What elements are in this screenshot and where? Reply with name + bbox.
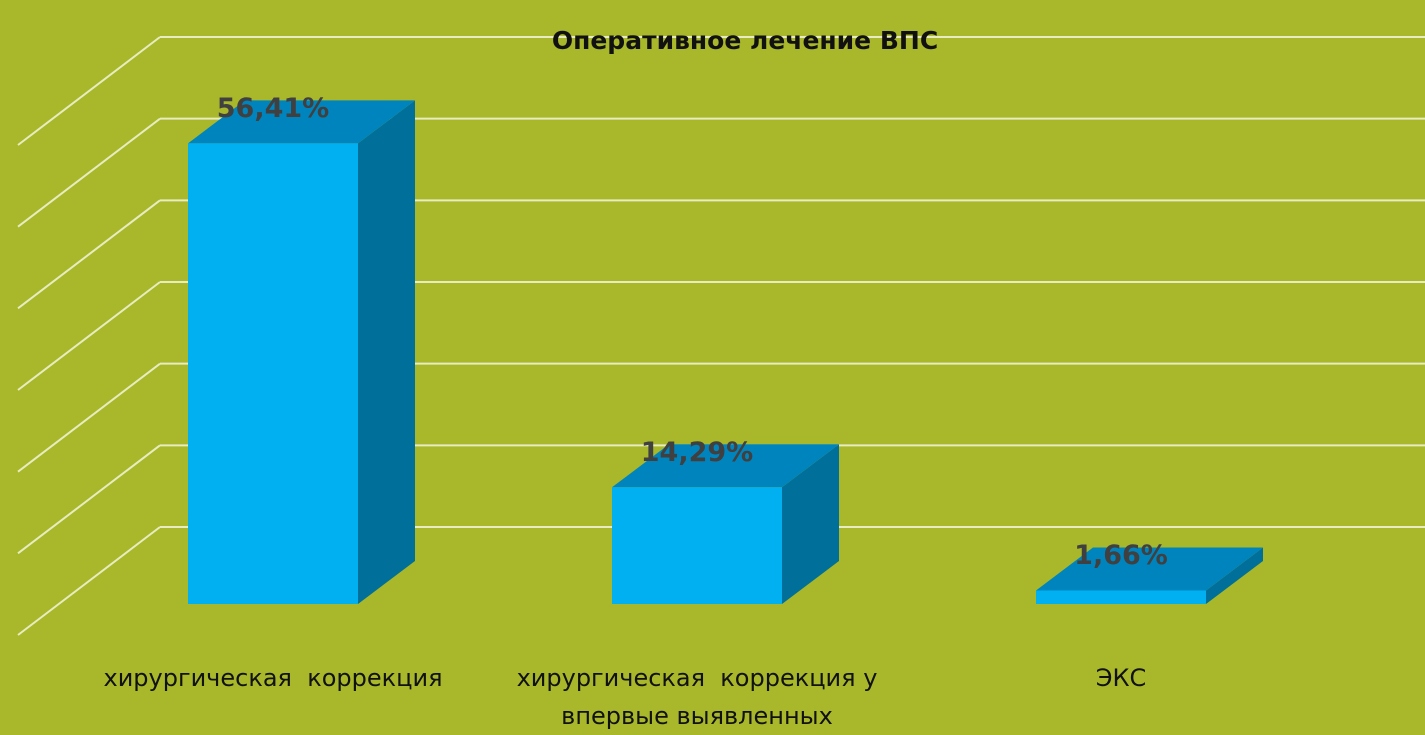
bar xyxy=(1036,590,1206,604)
grid-line-side xyxy=(17,281,161,391)
x-tick-label: ЭКС xyxy=(1095,664,1147,692)
x-tick-label: хирургическая коррекция xyxy=(103,664,443,692)
bar-side xyxy=(1206,547,1263,604)
grid-line-side xyxy=(17,36,161,146)
bar xyxy=(612,487,782,604)
bar xyxy=(188,143,358,604)
bar-top xyxy=(612,444,839,488)
bar-side xyxy=(782,444,839,604)
bar-top xyxy=(188,100,415,144)
data-label: 56,41% xyxy=(216,93,330,125)
grid-line-side xyxy=(17,199,161,310)
grid-line-side xyxy=(17,526,161,636)
chart-title: Оперативное лечение ВПС xyxy=(551,26,939,55)
grid-line-side xyxy=(17,117,161,228)
bar-top xyxy=(1036,547,1263,591)
data-label: 14,29% xyxy=(640,437,754,469)
x-tick-label: хирургическая коррекция у впервые выявле… xyxy=(516,664,886,730)
data-label: 1,66% xyxy=(1074,540,1168,572)
grid-line-side xyxy=(17,362,161,473)
grid-line-side xyxy=(17,444,161,555)
bar-side xyxy=(358,100,415,605)
